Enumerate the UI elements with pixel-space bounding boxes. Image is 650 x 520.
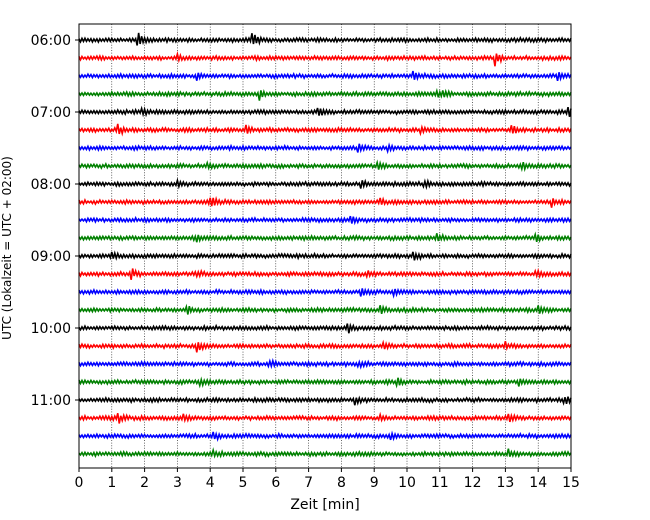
- x-tick-label: 13: [496, 475, 514, 491]
- y-axis-label: UTC (Lokalzeit = UTC + 02:00): [0, 156, 14, 340]
- trace-line: [78, 411, 572, 424]
- y-tick-label: 11:00: [31, 393, 71, 409]
- x-tick-label: 7: [304, 475, 313, 491]
- grid-lines: [111, 24, 539, 468]
- trace-line: [78, 376, 572, 389]
- trace-line: [78, 287, 572, 299]
- seismogram-traces: [78, 32, 572, 459]
- y-tick-label: 06:00: [31, 33, 71, 49]
- trace-line: [78, 267, 572, 280]
- trace-line: [78, 303, 572, 315]
- y-tick-label: 09:00: [31, 249, 71, 265]
- y-tick-label: 08:00: [31, 177, 71, 193]
- trace-line: [78, 357, 572, 370]
- x-tick-label: 3: [173, 475, 182, 491]
- trace-line: [78, 177, 572, 191]
- trace-line: [78, 322, 572, 334]
- trace-line: [78, 231, 572, 244]
- trace-line: [78, 250, 572, 262]
- trace-line: [78, 159, 572, 173]
- trace-line: [78, 70, 572, 82]
- trace-line: [78, 32, 572, 47]
- trace-line: [78, 142, 572, 155]
- x-axis-label: Zeit [min]: [290, 497, 359, 513]
- trace-line: [78, 123, 572, 137]
- x-tick-label: 12: [464, 475, 482, 491]
- y-tick-label: 10:00: [31, 321, 71, 337]
- trace-line: [78, 215, 572, 226]
- x-tick-label: 6: [271, 475, 280, 491]
- x-tick-label: 4: [206, 475, 215, 491]
- y-tick-label: 07:00: [31, 105, 71, 121]
- x-tick-label: 14: [529, 475, 547, 491]
- trace-line: [78, 395, 572, 406]
- trace-line: [78, 195, 572, 208]
- x-tick-label: 11: [431, 475, 449, 491]
- plot-frame: [78, 23, 572, 469]
- x-tick-label: 9: [370, 475, 379, 491]
- x-tick-label: 5: [239, 475, 248, 491]
- x-axis-ticks: 0 1 2 3 4 5 6 7 8 9 10 11 12 13 14 15: [75, 468, 580, 491]
- trace-line: [78, 447, 572, 459]
- trace-line: [78, 430, 572, 442]
- trace-line: [78, 87, 572, 101]
- x-tick-label: 10: [398, 475, 416, 491]
- trace-line: [78, 105, 572, 118]
- x-tick-label: 2: [140, 475, 149, 491]
- x-tick-label: 8: [337, 475, 346, 491]
- y-axis-ticks: 06:00 07:00 08:00 09:00 10:00 11:00: [31, 33, 79, 409]
- trace-line: [78, 339, 572, 353]
- trace-line: [78, 50, 572, 67]
- x-tick-label: 15: [562, 475, 580, 491]
- x-tick-label: 1: [107, 475, 116, 491]
- x-tick-label: 0: [75, 475, 84, 491]
